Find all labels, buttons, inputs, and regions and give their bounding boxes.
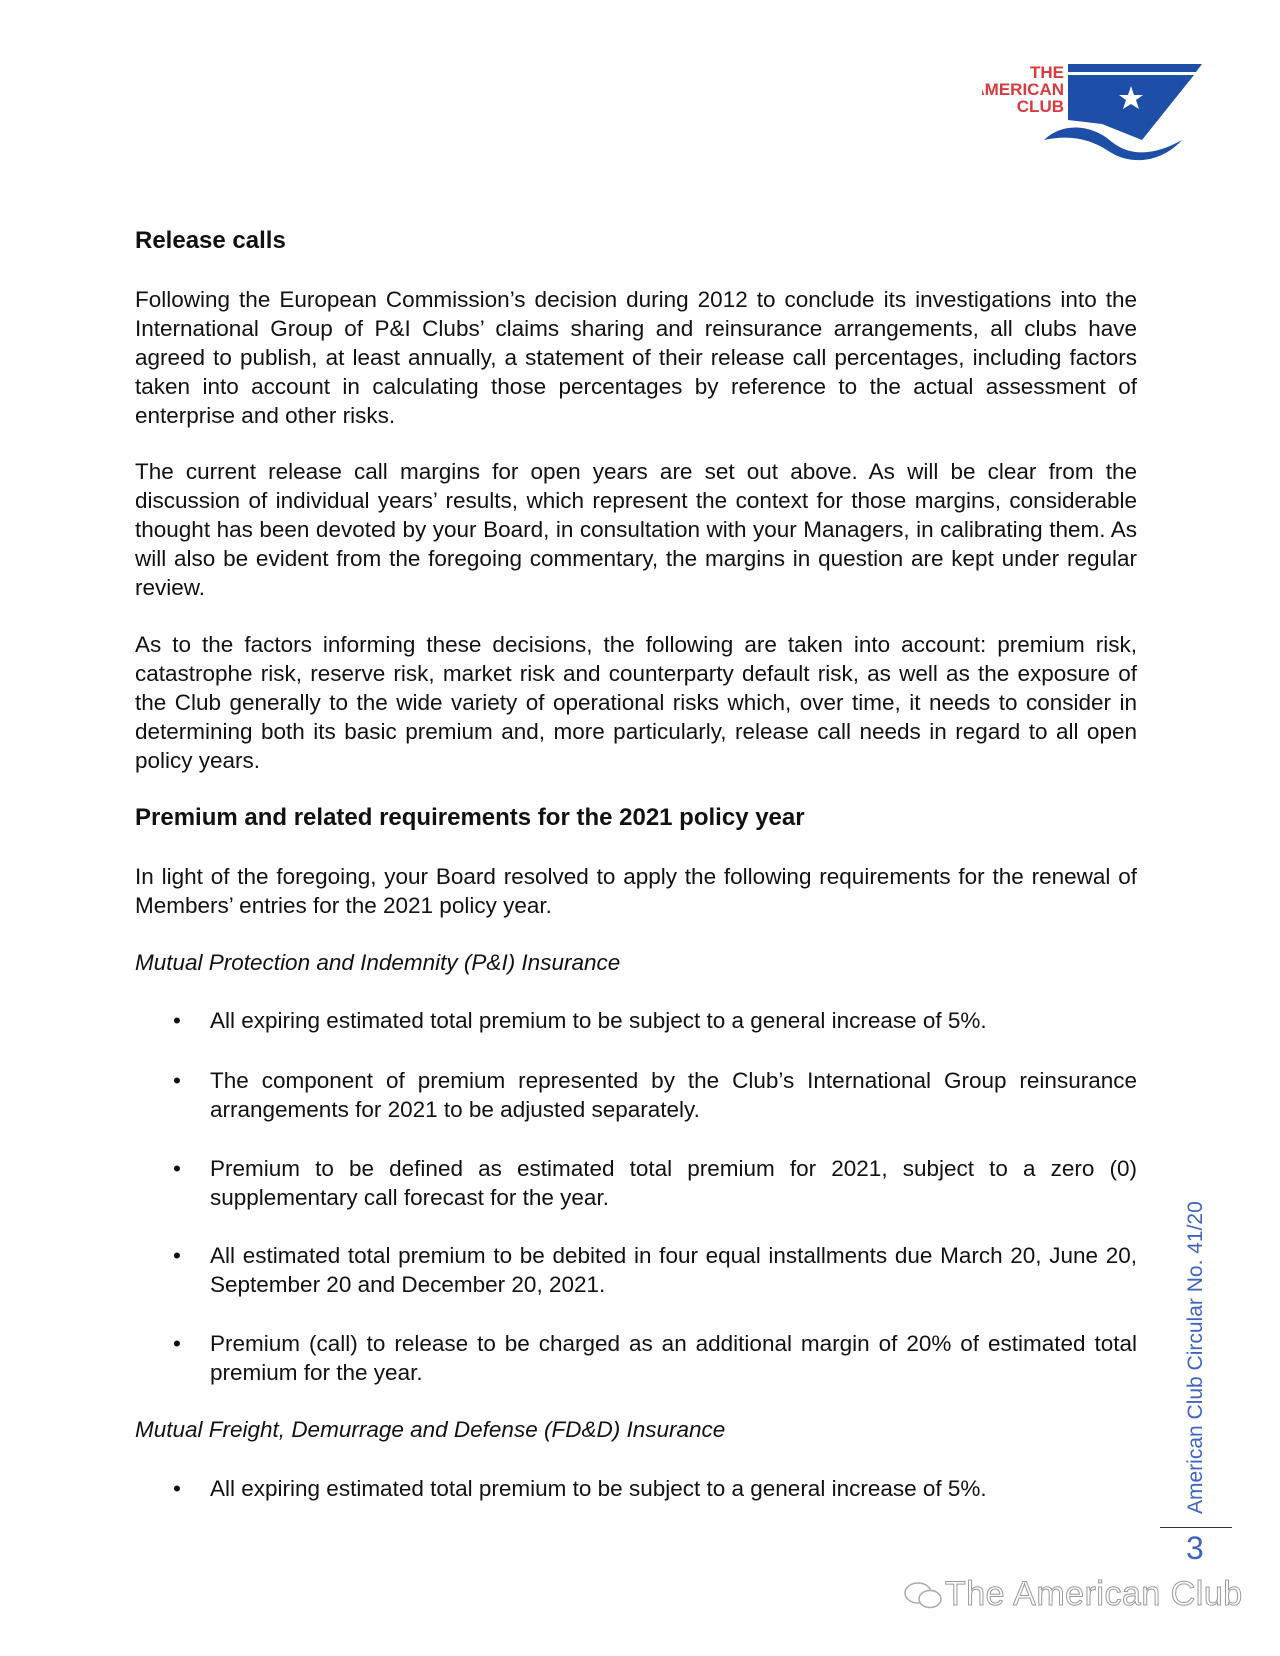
list-item: • All expiring estimated total premium to… (173, 1006, 1137, 1035)
wechat-icon (904, 1582, 942, 1609)
list-item-text: Premium to be defined as estimated total… (210, 1156, 1137, 1210)
list-item-text: Premium (call) to release to be charged … (210, 1331, 1137, 1385)
bullet-icon: • (173, 1008, 181, 1033)
footer-divider (1160, 1527, 1232, 1528)
paragraph: In light of the foregoing, your Board re… (135, 864, 1137, 918)
circular-label-text: American Club Circular No. 41/20 (1184, 1201, 1207, 1514)
list-item: • All expiring estimated total premium to… (173, 1474, 1137, 1503)
list-item: • The component of premium represented by… (173, 1066, 1137, 1124)
paragraph: Following the European Commission’s deci… (135, 287, 1137, 428)
list-item-text: All expiring estimated total premium to … (210, 1008, 987, 1033)
bullet-icon: • (173, 1243, 181, 1268)
paragraph: As to the factors informing these decisi… (135, 632, 1137, 773)
paragraph: The current release call margins for ope… (135, 459, 1137, 600)
logo-text-the: THE (1030, 63, 1064, 82)
list-item: • Premium to be defined as estimated tota… (173, 1154, 1137, 1212)
list-item: • Premium (call) to release to be charged… (173, 1329, 1137, 1387)
circular-label: American Club Circular No. 41/20 (1182, 1201, 1210, 1514)
bullet-icon: • (173, 1068, 181, 1093)
page-number: 3 (1186, 1530, 1204, 1566)
bullet-icon: • (173, 1156, 181, 1181)
heading-release-calls: Release calls (135, 227, 286, 254)
subsection-title: Mutual Freight, Demurrage and Defense (F… (135, 1417, 726, 1442)
logo-year: 1917 (1072, 140, 1096, 163)
list-item: • All estimated total premium to be debit… (173, 1241, 1137, 1299)
heading-premium-requirements: Premium and related requirements for the… (135, 804, 805, 831)
watermark-text: The American Club (945, 1575, 1243, 1614)
bullet-icon: • (173, 1476, 181, 1501)
star-icon (1119, 86, 1143, 109)
logo-text-american: AMERICAN (982, 80, 1064, 99)
watermark: The American Club (903, 1575, 1243, 1614)
subsection-title: Mutual Protection and Indemnity (P&I) In… (135, 950, 621, 975)
bullet-icon: • (173, 1331, 181, 1356)
list-item-text: All estimated total premium to be debite… (210, 1243, 1137, 1297)
american-club-logo: THE AMERICAN CLUB 1917 (982, 63, 1202, 163)
logo-text-club: CLUB (1017, 97, 1064, 116)
list-item-text: The component of premium represented by … (210, 1068, 1137, 1122)
list-item-text: All expiring estimated total premium to … (210, 1476, 987, 1501)
